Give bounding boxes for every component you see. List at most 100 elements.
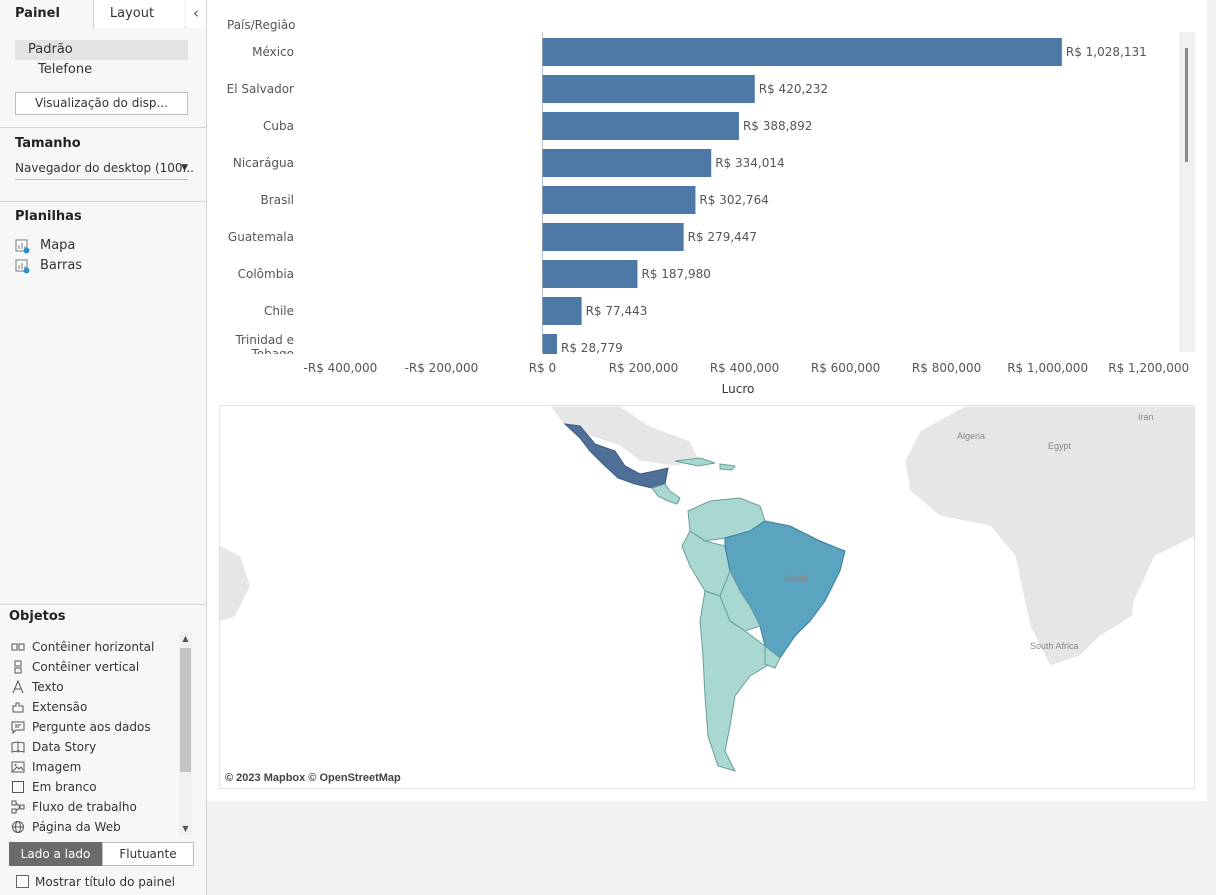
checkbox-box[interactable] (16, 875, 29, 888)
bars-group: México R$ 1,028,131 El Salvador R$ 420,232 C… (227, 32, 1147, 362)
x-tick-label: R$ 0 (529, 361, 556, 375)
caribbean-shape[interactable] (719, 463, 736, 471)
sheets-section-title: Planilhas (15, 209, 82, 224)
bar-chart[interactable]: País/Região México R$ 1,028,131 El Salvado… (207, 0, 1207, 400)
scroll-up-icon[interactable]: ▲ (182, 634, 189, 643)
category-label: Nicarágua (233, 156, 294, 170)
bar[interactable] (542, 334, 558, 362)
ask-data-icon (11, 721, 25, 734)
device-default[interactable]: Padrão (15, 40, 188, 60)
blank-icon (12, 781, 24, 793)
category-label: Colômbia (238, 267, 294, 281)
collapse-sidebar-icon[interactable]: ‹ (186, 0, 206, 28)
map-label-south-africa: South Africa (1030, 641, 1079, 651)
object-item[interactable]: Em branco (9, 777, 179, 797)
tiled-toggle-button[interactable]: Lado a lado (9, 842, 102, 866)
chart-scrollbar-thumb[interactable] (1185, 48, 1188, 162)
map-attribution[interactable]: © 2023 Mapbox © OpenStreetMap (225, 772, 401, 784)
bar[interactable] (542, 186, 696, 214)
category-label: Brasil (261, 193, 294, 207)
object-label: Fluxo de trabalho (32, 800, 137, 814)
bar[interactable] (542, 260, 638, 288)
horizontal-container-icon (11, 643, 25, 651)
object-item[interactable]: Fluxo de trabalho (9, 797, 179, 817)
device-phone[interactable]: Telefone (38, 62, 93, 77)
object-label: Pergunte aos dados (32, 720, 151, 734)
objects-scrollbar[interactable]: ▲ ▼ (179, 632, 192, 835)
bar[interactable] (542, 297, 582, 325)
bar[interactable] (542, 112, 739, 140)
text-icon (12, 680, 24, 694)
bar-value-label: R$ 334,014 (715, 156, 784, 170)
mexico-shape[interactable] (563, 423, 669, 489)
objects-list: Contêiner horizontal Contêiner vertical … (9, 637, 179, 837)
sidebar-tabs: Painel Layout ‹ (0, 0, 206, 29)
object-item[interactable]: Contêiner vertical (9, 657, 179, 677)
x-tick-label: R$ 1,000,000 (1007, 361, 1088, 375)
divider (0, 604, 206, 605)
size-select-value: Navegador do desktop (100... (15, 161, 194, 175)
pacific-land (220, 546, 250, 621)
divider (0, 201, 206, 202)
size-select[interactable]: Navegador do desktop (100... ▼ (15, 158, 194, 180)
bar[interactable] (542, 75, 755, 103)
x-tick-label: R$ 800,000 (912, 361, 981, 375)
object-item[interactable]: Extensão (9, 697, 179, 717)
object-item[interactable]: Pergunte aos dados (9, 717, 179, 737)
worksheet-icon (15, 259, 30, 274)
x-tick-label: -R$ 200,000 (405, 361, 479, 375)
scrollbar-thumb[interactable] (180, 648, 191, 772)
objects-section-title: Objetos (9, 609, 66, 624)
chart-scrollbar-track[interactable] (1179, 32, 1195, 352)
object-item[interactable]: Data Story (9, 737, 179, 757)
bar-value-label: R$ 388,892 (743, 119, 812, 133)
bar-value-label: R$ 420,232 (759, 82, 828, 96)
object-item[interactable]: Página da Web (9, 817, 179, 837)
divider (0, 127, 206, 128)
show-title-label: Mostrar título do painel (35, 875, 175, 889)
workflow-icon (11, 800, 25, 814)
object-item[interactable]: Texto (9, 677, 179, 697)
map-label-egypt: Egypt (1048, 441, 1072, 451)
object-label: Data Story (32, 740, 97, 754)
object-item[interactable]: Imagem (9, 757, 179, 777)
map-label-iran: Iran (1138, 412, 1154, 422)
map-view[interactable]: Algeria Egypt Iran South Africa Brasil ©… (219, 405, 1195, 789)
argentina-chile-shape[interactable] (699, 590, 771, 772)
uruguay-shape[interactable] (764, 644, 781, 669)
bar[interactable] (542, 223, 684, 251)
bar[interactable] (542, 149, 712, 177)
floating-toggle-button[interactable]: Flutuante (102, 842, 194, 866)
bar-value-label: R$ 77,443 (586, 304, 648, 318)
central-america-shape[interactable] (651, 483, 681, 505)
category-label: Guatemala (228, 230, 294, 244)
object-label: Texto (32, 680, 64, 694)
bar[interactable] (542, 38, 1062, 66)
peru-shape[interactable] (681, 530, 731, 597)
object-label: Em branco (32, 780, 97, 794)
dashboard-canvas: País/Região México R$ 1,028,131 El Salvado… (207, 0, 1207, 801)
object-label: Contêiner horizontal (32, 640, 155, 654)
x-tick-label: R$ 400,000 (710, 361, 779, 375)
bar-value-label: R$ 28,779 (561, 341, 623, 355)
object-item[interactable]: Contêiner horizontal (9, 637, 179, 657)
map-canvas[interactable]: Algeria Egypt Iran South Africa Brasil (220, 406, 1195, 789)
cuba-shape[interactable] (674, 457, 716, 467)
scroll-down-icon[interactable]: ▼ (182, 824, 189, 833)
map-label-brasil: Brasil (785, 573, 808, 583)
x-tick-label: R$ 1,200,000 (1108, 361, 1189, 375)
worksheet-icon (15, 239, 30, 254)
madagascar-land (1118, 581, 1135, 621)
bar-value-label: R$ 1,028,131 (1066, 45, 1147, 59)
tab-painel[interactable]: Painel (0, 0, 94, 29)
x-axis-ticks: -R$ 400,000 -R$ 200,000 R$ 0 R$ 200,000 R$ 4… (304, 361, 1190, 375)
tab-layout[interactable]: Layout (94, 0, 184, 28)
object-label: Contêiner vertical (32, 660, 140, 674)
category-label: Trinidad e Tobago (234, 333, 294, 361)
sheet-label: Mapa (40, 238, 76, 253)
bar-value-label: R$ 302,764 (699, 193, 768, 207)
category-label: Chile (264, 304, 294, 318)
image-icon (11, 761, 25, 773)
north-america-land (549, 406, 701, 467)
device-preview-button[interactable]: Visualização do disp... (15, 92, 188, 115)
